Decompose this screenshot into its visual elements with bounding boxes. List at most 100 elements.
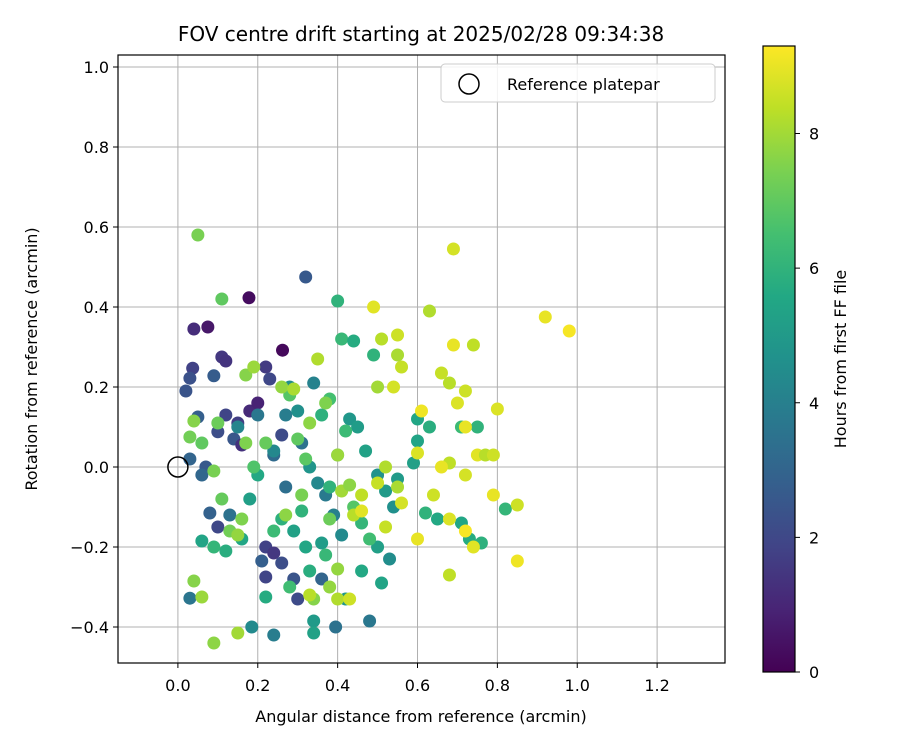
data-point (291, 592, 305, 606)
data-point (319, 396, 333, 410)
data-point (343, 592, 357, 606)
data-point (303, 588, 317, 602)
data-point (243, 492, 257, 506)
data-point (275, 380, 289, 394)
data-point (191, 228, 205, 242)
data-point (331, 448, 345, 462)
data-point (231, 528, 245, 542)
data-point (267, 546, 281, 560)
data-point (183, 430, 197, 444)
data-point (323, 512, 337, 526)
data-point (359, 444, 373, 458)
data-point (426, 488, 440, 502)
data-point (335, 528, 349, 542)
x-tick-label: 0.0 (165, 676, 190, 695)
data-point (379, 484, 393, 498)
data-point (303, 564, 317, 578)
data-point (195, 590, 209, 604)
data-point (339, 424, 353, 438)
x-axis-label: Angular distance from reference (arcmin) (255, 707, 586, 726)
y-tick-label: 1.0 (84, 58, 109, 77)
reference-marker-group (167, 456, 189, 478)
data-point (186, 361, 200, 375)
data-point (367, 300, 381, 314)
reference-platepar-marker (167, 456, 189, 478)
data-point (411, 434, 425, 448)
data-point (247, 460, 261, 474)
colorbar-gradient (762, 45, 796, 673)
data-point (446, 242, 460, 256)
data-point (203, 506, 217, 520)
data-point (450, 396, 464, 410)
data-point (201, 320, 215, 334)
data-point (418, 506, 432, 520)
data-point (315, 536, 329, 550)
data-point (283, 580, 297, 594)
data-point (207, 464, 221, 478)
data-point (207, 540, 221, 554)
data-point (395, 496, 409, 510)
data-point (259, 436, 273, 450)
y-axis-ticks: −0.4 −0.2 0.0 0.2 0.4 0.6 0.8 1.0 (70, 58, 118, 637)
data-point (299, 540, 313, 554)
data-point (510, 554, 524, 568)
data-point (562, 324, 576, 338)
data-point (411, 532, 425, 546)
data-point (371, 476, 385, 490)
data-point (486, 488, 500, 502)
colorbar-ticks: 0 2 4 6 8 (795, 125, 819, 682)
data-point (319, 548, 333, 562)
data-point (510, 498, 524, 512)
data-point (263, 372, 277, 386)
legend-box (440, 63, 716, 103)
data-point (422, 420, 436, 434)
data-point (183, 452, 197, 466)
data-point (329, 620, 343, 634)
data-point (355, 564, 369, 578)
y-axis-label: Rotation from reference (arcmin) (22, 227, 41, 490)
data-point (331, 562, 345, 576)
data-point (195, 534, 209, 548)
data-point (255, 554, 269, 568)
data-points (179, 228, 576, 650)
data-point (490, 402, 504, 416)
data-point (466, 540, 480, 554)
x-tick-label: 0.6 (405, 676, 430, 695)
data-point (307, 626, 321, 640)
data-point (379, 520, 393, 534)
colorbar-tick-label: 0 (809, 663, 819, 682)
data-point (291, 404, 305, 418)
data-point (183, 591, 197, 605)
x-tick-label: 1.0 (565, 676, 590, 695)
data-point (207, 636, 221, 650)
data-point (259, 590, 273, 604)
plot-frame (117, 54, 726, 664)
data-point (343, 412, 357, 426)
data-point (363, 532, 377, 546)
data-point (470, 420, 484, 434)
y-tick-label: 0.0 (84, 458, 109, 477)
data-point (279, 480, 293, 494)
data-point (276, 343, 290, 357)
data-point (299, 270, 313, 284)
data-point (267, 444, 281, 458)
data-point (219, 408, 233, 422)
data-point (295, 488, 309, 502)
data-point (195, 468, 209, 482)
data-point (395, 360, 409, 374)
colorbar: 0 2 4 6 8 Hours from first FF file (762, 45, 850, 682)
data-point (430, 512, 444, 526)
colorbar-label: Hours from first FF file (831, 270, 850, 449)
data-point (295, 504, 309, 518)
data-point (442, 568, 456, 582)
data-point (415, 404, 428, 418)
y-tick-label: 0.8 (84, 138, 109, 157)
data-point (442, 512, 456, 526)
data-point (219, 354, 233, 368)
data-point (307, 376, 321, 390)
y-tick-label: −0.4 (70, 618, 109, 637)
data-point (458, 384, 472, 398)
data-point (299, 452, 313, 466)
data-point (315, 572, 329, 586)
data-point (498, 502, 512, 516)
